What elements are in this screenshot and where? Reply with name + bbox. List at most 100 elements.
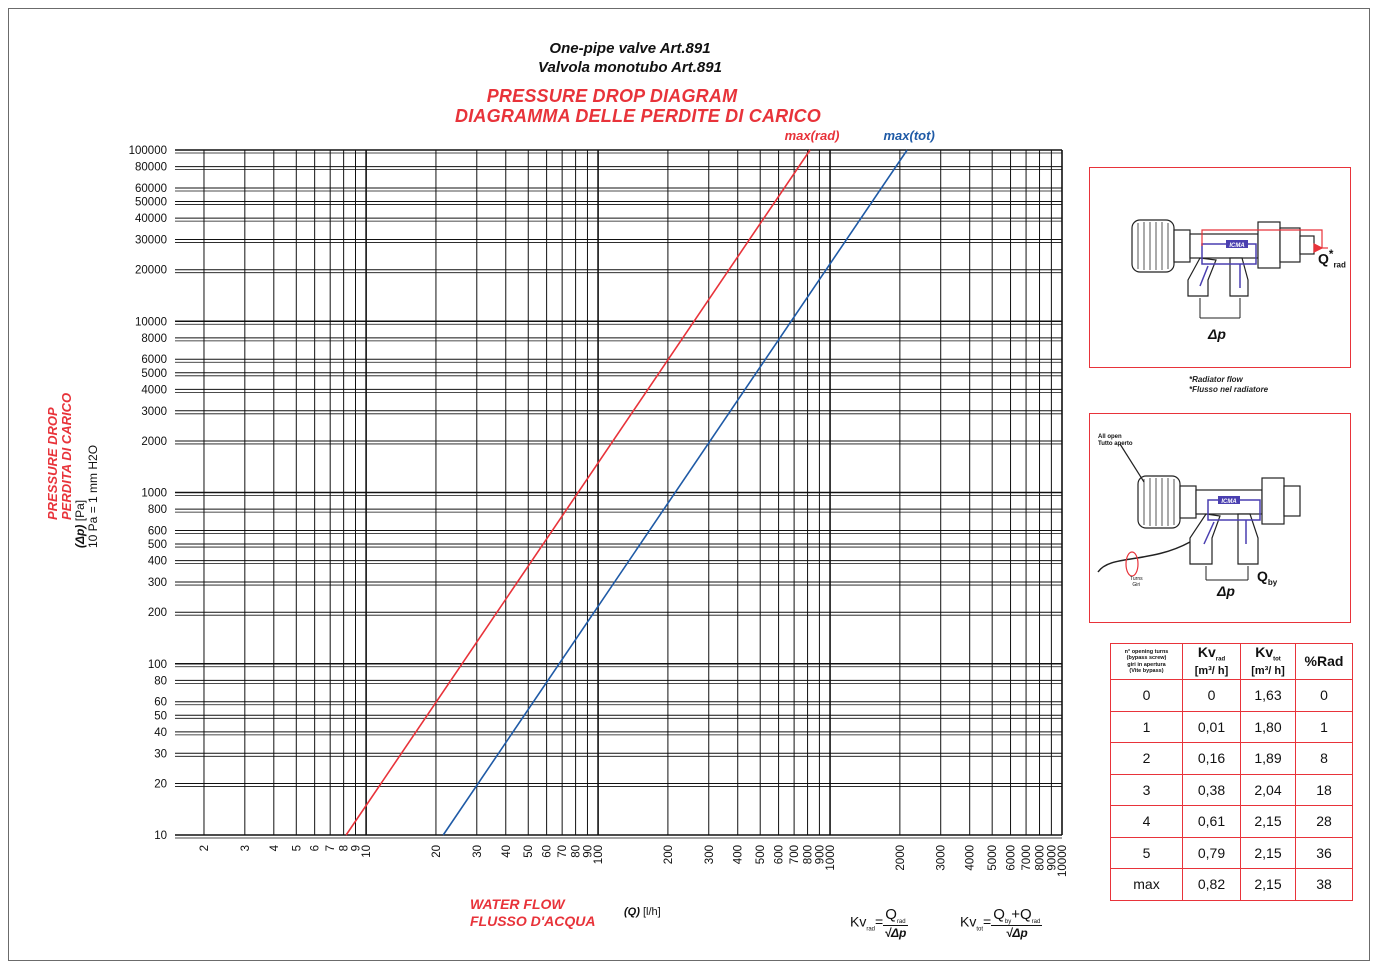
y-tick-label: 40000 <box>135 213 167 225</box>
y-tick-label: 100000 <box>129 145 167 157</box>
all-open-label: All open Tutto aperto <box>1098 434 1133 447</box>
y-tick-label: 8000 <box>141 333 167 345</box>
page-frame <box>8 8 1370 961</box>
cell-percent-rad: 28 <box>1295 805 1353 838</box>
kv-table: n° opening turns (bypass screw) giri in a… <box>1110 643 1353 901</box>
cell-turns: 0 <box>1110 679 1183 712</box>
x-tick-label: 300 <box>704 845 716 864</box>
y-tick-label: 50 <box>154 710 167 722</box>
y-tick-label: 100 <box>148 659 167 671</box>
q-rad-label: Q*rad <box>1318 248 1346 270</box>
header-kv-tot: Kvtot [m³/ h] <box>1240 643 1296 680</box>
y-tick-label: 20 <box>154 778 167 790</box>
cell-turns: max <box>1110 868 1183 901</box>
x-axis-symbol: (Q) <box>624 906 640 918</box>
y-tick-label: 80000 <box>135 162 167 174</box>
cell-kv-rad: 0,82 <box>1182 868 1241 901</box>
formula-kv-tot: Kvtot= Qby+Qrad √Δp <box>960 906 1043 940</box>
cell-percent-rad: 8 <box>1295 742 1353 775</box>
x-tick-label: 9 <box>351 845 363 851</box>
x-tick-label: 800 <box>803 845 815 864</box>
x-tick-label: 100 <box>593 845 605 864</box>
cell-kv-rad: 0 <box>1182 679 1241 712</box>
y-tick-label: 60000 <box>135 183 167 195</box>
formula-kv-rad: Kvrad= Qrad √Δp <box>850 906 908 940</box>
x-tick-label: 5000 <box>987 845 999 871</box>
cell-kv-rad: 0,38 <box>1182 773 1241 806</box>
radiator-flow-note: *Radiator flow *Flusso nel radiatore <box>1189 375 1269 394</box>
x-tick-label: 400 <box>733 845 745 864</box>
title-english: One-pipe valve Art.891 <box>549 40 711 57</box>
x-tick-label: 9000 <box>1046 845 1058 871</box>
y-tick-label: 50000 <box>135 197 167 209</box>
cell-kv-rad: 0,61 <box>1182 805 1241 838</box>
y-tick-label: 40 <box>154 727 167 739</box>
series-line-max-rad <box>345 149 811 836</box>
cell-kv-tot: 2,15 <box>1240 836 1296 869</box>
delta-p-label-1: Δp <box>1208 326 1226 342</box>
diagram-title-italian: DIAGRAMMA DELLE PERDITE DI CARICO <box>455 106 821 126</box>
cell-turns: 3 <box>1110 773 1183 806</box>
y-axis-label-red: PRESSURE DROP PERDITA DI CARICO <box>45 393 74 520</box>
kv-table-row: 1 0,01 1,80 1 <box>1110 710 1353 743</box>
cell-kv-tot: 1,80 <box>1240 710 1296 743</box>
x-tick-label: 90 <box>582 845 594 858</box>
y-axis-unit: [Pa] <box>73 499 87 522</box>
x-tick-label: 50 <box>523 845 535 858</box>
x-tick-label: 500 <box>755 845 767 864</box>
series-label-max-tot: max(tot) <box>884 128 935 143</box>
x-tick-label: 10 <box>361 845 373 858</box>
x-tick-label: 2 <box>199 845 211 851</box>
y-tick-label: 500 <box>148 539 167 551</box>
x-tick-label: 2000 <box>895 845 907 871</box>
series-line-max-tot <box>442 149 908 836</box>
x-tick-label: 80 <box>571 845 583 858</box>
x-tick-label: 7 <box>325 845 337 851</box>
q-bypass-label: Qby <box>1257 568 1278 587</box>
kv-table-row: 2 0,16 1,89 8 <box>1110 742 1353 775</box>
x-tick-label: 6 <box>310 845 322 851</box>
brand-logo-text: ICMA <box>1229 243 1244 249</box>
y-tick-label: 4000 <box>141 384 167 396</box>
y-axis-label-unit: (Δp) [Pa] 10 Pa = 1 mm H2O <box>73 444 100 548</box>
y-tick-label: 80 <box>154 675 167 687</box>
y-axis-symbol: (Δp) <box>73 524 87 548</box>
kv-table-row: max 0,82 2,15 38 <box>1110 868 1353 901</box>
x-axis-label-it: FLUSSO D'ACQUA <box>470 913 596 929</box>
cell-percent-rad: 38 <box>1295 868 1353 901</box>
cell-kv-tot: 1,89 <box>1240 742 1296 775</box>
y-tick-label: 1000 <box>141 488 167 500</box>
cell-kv-tot: 1,63 <box>1240 679 1296 712</box>
y-tick-label: 3000 <box>141 406 167 418</box>
y-tick-label: 5000 <box>141 368 167 380</box>
cell-turns: 5 <box>1110 836 1183 869</box>
kv-table-row: 4 0,61 2,15 28 <box>1110 805 1353 838</box>
x-tick-label: 4000 <box>965 845 977 871</box>
y-tick-label: 6000 <box>141 354 167 366</box>
cell-kv-rad: 0,79 <box>1182 836 1241 869</box>
valve-drawing-2: ICMA <box>1097 443 1301 581</box>
y-axis-note: 10 Pa = 1 mm H2O <box>86 444 100 548</box>
x-tick-label: 8000 <box>1035 845 1047 871</box>
cell-percent-rad: 36 <box>1295 836 1353 869</box>
x-tick-label: 3 <box>240 845 252 851</box>
x-tick-label: 3000 <box>936 845 948 871</box>
header-percent-rad: %Rad <box>1295 643 1353 680</box>
y-tick-label: 300 <box>148 577 167 589</box>
y-tick-label: 30000 <box>135 235 167 247</box>
x-tick-label: 1000 <box>825 845 837 871</box>
brand-badge-2 <box>1218 496 1240 504</box>
cell-kv-rad: 0,16 <box>1182 742 1241 775</box>
valve-diagram-bypass-flow: ICMA <box>1089 413 1351 623</box>
diagram-title-english: PRESSURE DROP DIAGRAM <box>486 86 738 106</box>
x-tick-label: 60 <box>542 845 554 858</box>
cell-kv-tot: 2,04 <box>1240 773 1296 806</box>
kv-table-row: 0 0 1,63 0 <box>1110 679 1353 712</box>
cell-percent-rad: 18 <box>1295 773 1353 806</box>
y-tick-label: 800 <box>148 504 167 516</box>
x-tick-label: 10000 <box>1057 845 1069 877</box>
x-tick-label: 700 <box>789 845 801 864</box>
x-tick-label: 6000 <box>1006 845 1018 871</box>
cell-kv-tot: 2,15 <box>1240 805 1296 838</box>
